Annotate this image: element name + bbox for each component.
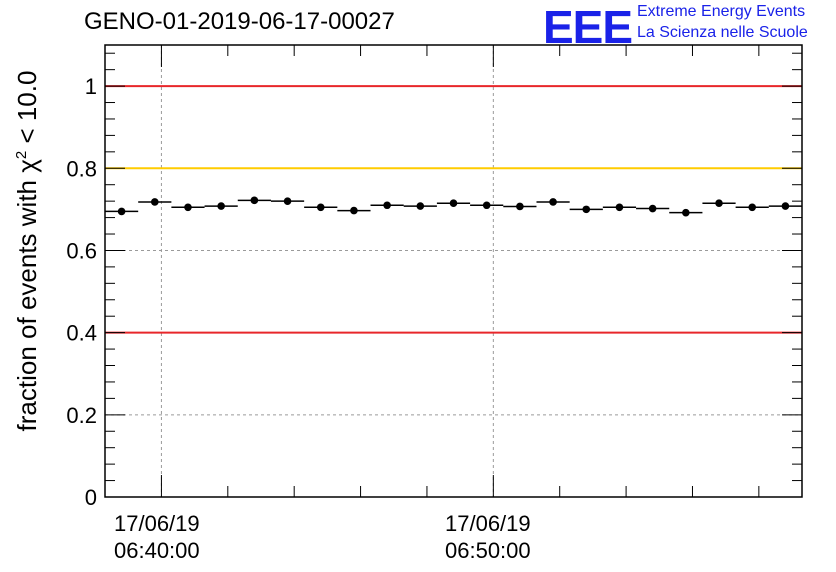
data-points bbox=[105, 196, 802, 217]
data-point-3 bbox=[217, 202, 225, 210]
data-point-6 bbox=[316, 203, 325, 212]
y-tick-label-1: 0.2 bbox=[66, 403, 97, 428]
data-point-7 bbox=[350, 206, 358, 215]
eee-logo-mark: EEE bbox=[543, 1, 633, 53]
data-point-11 bbox=[482, 201, 491, 210]
grid-lines bbox=[105, 45, 802, 497]
y-tick-label-5: 1 bbox=[85, 74, 97, 99]
logo-line-2: La Scienza nelle Scuole bbox=[637, 24, 808, 41]
data-point-8 bbox=[383, 201, 391, 210]
x-tick-label-0: 17/06/19 06:40:00 bbox=[114, 510, 200, 564]
chart-title: GENO-01-2019-06-17-00027 bbox=[84, 8, 395, 35]
y-axis-label: fraction of events with χ2 < 10.0 bbox=[12, 71, 42, 432]
data-point-13 bbox=[549, 198, 557, 206]
reference-lines bbox=[105, 85, 802, 334]
data-point-10 bbox=[449, 199, 458, 207]
data-point-1 bbox=[150, 198, 159, 206]
logo-line-1: Extreme Energy Events bbox=[637, 3, 806, 20]
data-point-0 bbox=[117, 207, 126, 216]
y-tick-label-4: 0.8 bbox=[66, 156, 97, 181]
data-point-9 bbox=[416, 202, 425, 210]
data-point-4 bbox=[250, 196, 259, 205]
axis-ticks bbox=[105, 45, 802, 498]
data-point-14 bbox=[582, 205, 591, 214]
x-tick-label-1-date: 17/06/19 bbox=[445, 511, 531, 536]
data-point-17 bbox=[682, 208, 690, 217]
data-point-5 bbox=[283, 197, 292, 205]
plot-frame bbox=[104, 44, 803, 498]
y-tick-label-2: 0.4 bbox=[66, 321, 97, 346]
y-tick-labels: 0 0.2 0.4 0.6 0.8 1 bbox=[66, 74, 97, 510]
data-point-15 bbox=[615, 203, 624, 212]
y-tick-label-0: 0 bbox=[85, 485, 97, 510]
x-tick-label-1: 17/06/19 06:50:00 bbox=[445, 510, 531, 564]
data-point-12 bbox=[516, 202, 524, 211]
x-tick-label-1-time: 06:50:00 bbox=[445, 538, 531, 563]
x-tick-label-0-time: 06:40:00 bbox=[114, 538, 200, 563]
x-tick-label-0-date: 17/06/19 bbox=[114, 511, 200, 536]
data-point-19 bbox=[748, 203, 757, 212]
y-tick-label-3: 0.6 bbox=[66, 238, 97, 263]
data-point-16 bbox=[648, 204, 657, 213]
data-point-18 bbox=[715, 199, 723, 207]
data-point-20 bbox=[781, 202, 790, 210]
data-point-2 bbox=[184, 203, 192, 212]
